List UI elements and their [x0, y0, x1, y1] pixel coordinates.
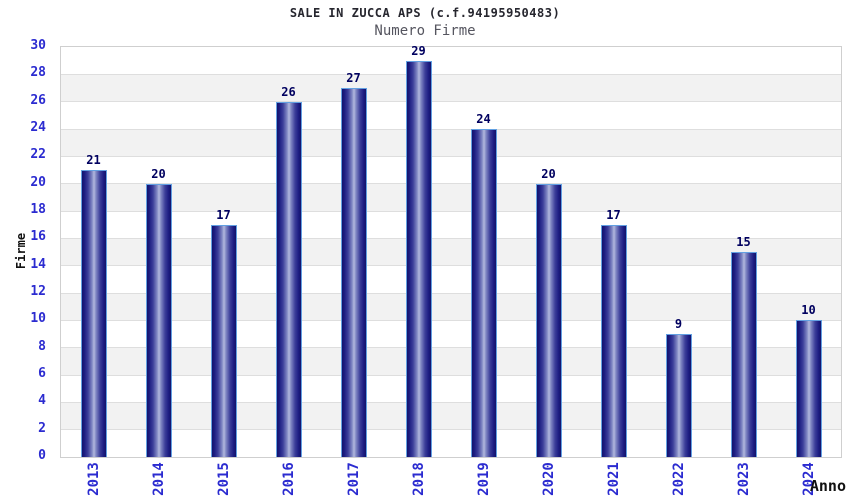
grid-band — [61, 402, 841, 430]
bar — [405, 60, 432, 457]
y-tick-label: 6 — [38, 366, 46, 381]
x-tick-label: 2015 — [215, 462, 232, 496]
x-tick-label: 2020 — [540, 462, 557, 496]
x-tick-label: 2016 — [280, 462, 297, 496]
bar — [730, 252, 757, 457]
grid-band — [61, 129, 841, 157]
grid-line — [61, 374, 841, 376]
y-axis-title: Firme — [14, 232, 28, 270]
bar — [145, 183, 172, 457]
bar-value-label: 10 — [801, 303, 816, 318]
grid-band — [61, 74, 841, 102]
x-tick-label: 2014 — [150, 462, 167, 496]
plot-area: 21 20 17 26 27 29 24 20 17 9 15 10 — [60, 43, 842, 458]
grid-band — [61, 156, 841, 184]
y-tick-label: 18 — [30, 202, 46, 217]
x-axis-title: Anno — [809, 477, 846, 495]
bar-value-label: 26 — [281, 84, 296, 99]
bar-value-label: 9 — [674, 317, 683, 331]
bar — [535, 183, 562, 457]
y-tick-label: 16 — [30, 229, 46, 245]
grid-band — [61, 347, 841, 375]
chart-subtitle: Numero Firme — [374, 23, 476, 39]
grid-band — [61, 293, 841, 321]
x-tick-label: 2018 — [410, 462, 427, 496]
grid-line — [61, 292, 841, 294]
bar-value-label: 29 — [411, 43, 426, 58]
y-tick-label: 28 — [30, 65, 46, 81]
bar-value-label: 27 — [346, 71, 361, 85]
y-tick-label: 30 — [30, 38, 46, 53]
bar-value-label: 17 — [216, 207, 231, 222]
bar-value-label: 15 — [736, 235, 751, 249]
y-tick-label: 20 — [30, 174, 46, 190]
grid-line — [61, 210, 841, 212]
y-tick-label: 10 — [30, 311, 46, 327]
grid-line — [61, 319, 841, 321]
grid-line — [61, 237, 841, 239]
bar — [275, 101, 302, 457]
grid-band — [61, 238, 841, 266]
y-tick-label: 22 — [30, 147, 46, 163]
grid-line — [61, 401, 841, 403]
grid-line — [61, 265, 841, 267]
bar-value-label: 20 — [151, 166, 166, 181]
x-tick-label: 2013 — [85, 462, 102, 496]
grid-line — [61, 155, 841, 157]
grid-band — [61, 183, 841, 211]
x-tick-label: 2023 — [735, 462, 752, 496]
bar — [210, 224, 237, 457]
bar-value-label: 17 — [606, 207, 621, 222]
grid-line — [61, 128, 841, 130]
y-tick-label: 24 — [30, 120, 46, 135]
grid-band — [61, 211, 841, 239]
grid-band — [61, 429, 841, 457]
bar — [340, 88, 367, 457]
x-tick-label: 2021 — [605, 462, 622, 496]
y-tick-label: 8 — [38, 338, 46, 354]
grid-line — [61, 183, 841, 185]
x-tick-label: 2022 — [670, 462, 687, 496]
grid-band — [61, 375, 841, 403]
grid-line — [61, 101, 841, 103]
y-tick-label: 4 — [38, 393, 46, 409]
grid-band — [61, 101, 841, 129]
bar — [665, 334, 692, 457]
bar — [470, 129, 497, 457]
bar-value-label: 24 — [476, 112, 491, 126]
bar — [795, 320, 822, 457]
y-tick-label: 12 — [30, 284, 46, 299]
grid-line — [61, 429, 841, 431]
x-tick-label: 2019 — [475, 462, 492, 496]
grid-line — [61, 73, 841, 75]
x-tick-label: 2017 — [345, 462, 362, 496]
y-tick-label: 26 — [30, 92, 46, 108]
grid-band — [61, 320, 841, 348]
grid-band — [61, 265, 841, 293]
bar — [80, 170, 107, 457]
y-tick-label: 0 — [38, 448, 46, 463]
y-tick-label: 2 — [38, 420, 46, 436]
bar — [600, 224, 627, 457]
y-tick-label: 14 — [30, 256, 46, 272]
grid-band — [61, 47, 841, 75]
bar-value-label: 21 — [86, 153, 101, 167]
grid-line — [61, 347, 841, 349]
chart-title: SALE IN ZUCCA APS (c.f.94195950483) — [289, 6, 561, 20]
bar-value-label: 20 — [541, 166, 556, 181]
